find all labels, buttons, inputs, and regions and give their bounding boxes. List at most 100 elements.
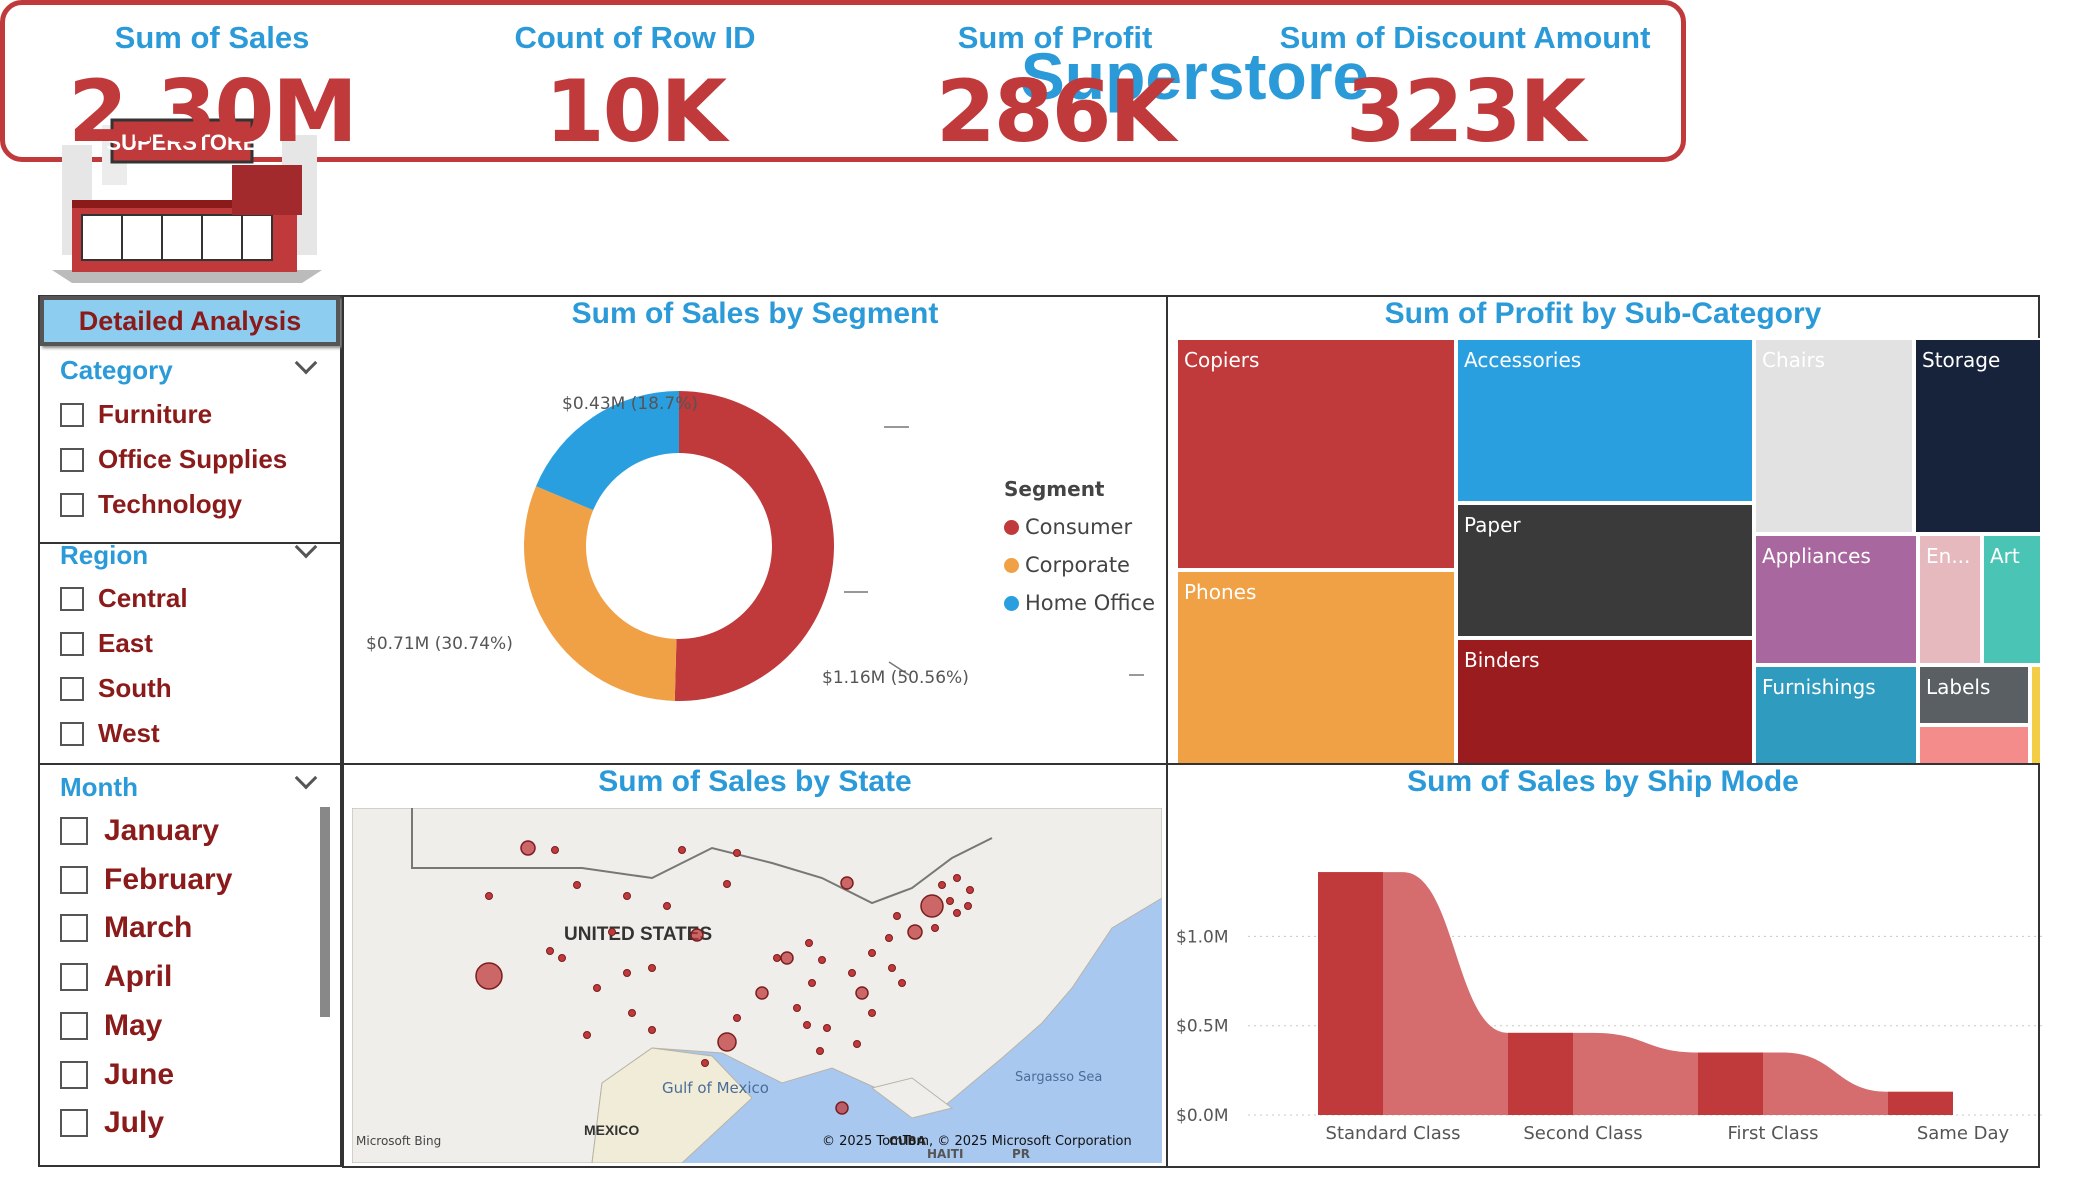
- checkbox[interactable]: [60, 1061, 88, 1089]
- map-dot[interactable]: [701, 1059, 709, 1067]
- map-dot[interactable]: [648, 964, 656, 972]
- map-dot[interactable]: [868, 1009, 876, 1017]
- month-option-june[interactable]: June: [60, 1058, 174, 1092]
- map-dot[interactable]: [623, 892, 631, 900]
- checkbox[interactable]: [60, 721, 84, 746]
- treemap-cell-binders[interactable]: Binders: [1456, 638, 1754, 778]
- region-option-west[interactable]: West: [60, 718, 160, 749]
- checkbox[interactable]: [60, 866, 88, 894]
- month-scrollbar[interactable]: [320, 807, 330, 1017]
- map-dot[interactable]: [805, 939, 813, 947]
- legend-corporate[interactable]: Corporate: [1004, 553, 1155, 577]
- map-dot[interactable]: [628, 1009, 636, 1017]
- category-option-furniture[interactable]: Furniture: [60, 399, 212, 430]
- checkbox[interactable]: [60, 963, 88, 991]
- checkbox[interactable]: [60, 1109, 88, 1137]
- map-dot[interactable]: [593, 984, 601, 992]
- checkbox[interactable]: [60, 586, 84, 611]
- checkbox[interactable]: [60, 447, 84, 472]
- month-chevron-down-icon[interactable]: [294, 766, 318, 790]
- checkbox[interactable]: [60, 631, 84, 656]
- treemap-cell-chairs[interactable]: Chairs: [1754, 338, 1914, 534]
- map-dot[interactable]: [551, 846, 559, 854]
- map-bubble[interactable]: [840, 876, 854, 890]
- map-dot[interactable]: [885, 934, 893, 942]
- map-dot[interactable]: [938, 881, 946, 889]
- map-dot[interactable]: [946, 897, 954, 905]
- region-chevron-down-icon[interactable]: [294, 535, 318, 559]
- detailed-analysis-button[interactable]: Detailed Analysis: [40, 296, 340, 346]
- map-dot[interactable]: [853, 1040, 861, 1048]
- map-dot[interactable]: [583, 1031, 591, 1039]
- ship-bar-2[interactable]: [1698, 1052, 1763, 1116]
- donut-slice-consumer[interactable]: [674, 391, 835, 702]
- map-dot[interactable]: [608, 928, 616, 936]
- map-bubble[interactable]: [755, 986, 769, 1000]
- donut-slice-home-office[interactable]: [536, 391, 679, 511]
- month-option-january[interactable]: January: [60, 814, 219, 848]
- map-bubble[interactable]: [835, 1101, 849, 1115]
- legend-home-office[interactable]: Home Office: [1004, 591, 1155, 615]
- category-chevron-down-icon[interactable]: [294, 351, 318, 375]
- treemap-cell-furnishings[interactable]: Furnishings: [1754, 665, 1918, 778]
- treemap-cell-appliances[interactable]: Appliances: [1754, 534, 1918, 665]
- map-dot[interactable]: [485, 892, 493, 900]
- treemap-cell-phones[interactable]: Phones: [1176, 570, 1456, 778]
- map-bubble[interactable]: [475, 962, 503, 990]
- map-bubble[interactable]: [520, 840, 536, 856]
- donut-slice-corporate[interactable]: [524, 486, 677, 701]
- map-bubble[interactable]: [855, 986, 869, 1000]
- month-option-march[interactable]: March: [60, 911, 192, 945]
- map-dot[interactable]: [893, 912, 901, 920]
- ship-bar-0[interactable]: [1318, 872, 1383, 1115]
- treemap-cell-envelopes[interactable]: En...: [1918, 534, 1982, 665]
- map-dot[interactable]: [803, 1021, 811, 1029]
- checkbox[interactable]: [60, 817, 88, 845]
- map-dot[interactable]: [558, 954, 566, 962]
- ship-bar-1[interactable]: [1508, 1032, 1573, 1115]
- month-option-february[interactable]: February: [60, 863, 232, 897]
- us-sales-map[interactable]: UNITED STATES Gulf of Mexico MEXICO Sarg…: [352, 808, 1162, 1163]
- month-option-may[interactable]: May: [60, 1009, 162, 1043]
- region-option-south[interactable]: South: [60, 673, 172, 704]
- map-dot[interactable]: [808, 979, 816, 987]
- map-dot[interactable]: [823, 1024, 831, 1032]
- treemap-cell-supplies[interactable]: [2030, 665, 2042, 778]
- map-dot[interactable]: [953, 909, 961, 917]
- map-dot[interactable]: [953, 874, 961, 882]
- map-dot[interactable]: [818, 956, 826, 964]
- map-bubble[interactable]: [690, 928, 704, 942]
- map-dot[interactable]: [888, 964, 896, 972]
- map-dot[interactable]: [773, 954, 781, 962]
- checkbox[interactable]: [60, 914, 88, 942]
- treemap-cell-storage[interactable]: Storage: [1914, 338, 2042, 534]
- ship-bar-3[interactable]: [1888, 1091, 1953, 1115]
- map-dot[interactable]: [573, 881, 581, 889]
- month-option-april[interactable]: April: [60, 960, 172, 994]
- treemap-cell-labels[interactable]: Labels: [1918, 665, 2030, 725]
- map-dot[interactable]: [964, 902, 972, 910]
- map-dot[interactable]: [623, 969, 631, 977]
- map-dot[interactable]: [868, 949, 876, 957]
- map-dot[interactable]: [678, 846, 686, 854]
- map-dot[interactable]: [931, 924, 939, 932]
- treemap-cell-paper[interactable]: Paper: [1456, 503, 1754, 638]
- map-dot[interactable]: [966, 886, 974, 894]
- checkbox[interactable]: [60, 1012, 88, 1040]
- region-option-east[interactable]: East: [60, 628, 153, 659]
- map-dot[interactable]: [848, 969, 856, 977]
- map-dot[interactable]: [816, 1047, 824, 1055]
- map-bubble[interactable]: [907, 924, 923, 940]
- treemap-cell-art[interactable]: Art: [1982, 534, 2042, 665]
- checkbox[interactable]: [60, 492, 84, 517]
- map-dot[interactable]: [663, 902, 671, 910]
- checkbox[interactable]: [60, 676, 84, 701]
- checkbox[interactable]: [60, 402, 84, 427]
- map-dot[interactable]: [733, 1014, 741, 1022]
- treemap-cell-accessories[interactable]: Accessories: [1456, 338, 1754, 503]
- map-dot[interactable]: [648, 1026, 656, 1034]
- legend-consumer[interactable]: Consumer: [1004, 515, 1155, 539]
- map-dot[interactable]: [793, 1004, 801, 1012]
- category-option-office-supplies[interactable]: Office Supplies: [60, 444, 287, 475]
- map-bubble[interactable]: [780, 951, 794, 965]
